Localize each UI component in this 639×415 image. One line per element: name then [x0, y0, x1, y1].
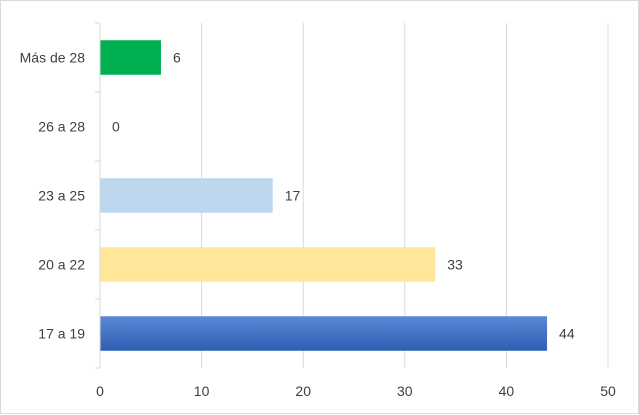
bar-17-a-19	[100, 316, 548, 351]
bar-23-a-25	[100, 178, 273, 213]
labels: 0 10 20 30 40 50 44 17 a 19 33 20 a 22 17 23 a 25 0 2…	[20, 50, 616, 400]
bar-20-a-22	[100, 247, 436, 282]
data-label-26-a-28: 0	[112, 119, 120, 135]
x-tick-label-30: 30	[397, 383, 413, 399]
data-label-20-a-22: 33	[447, 257, 463, 273]
category-label-26-a-28: 26 a 28	[38, 119, 85, 135]
bars	[100, 40, 548, 351]
gridlines	[201, 23, 609, 368]
x-tick-label-20: 20	[295, 383, 311, 399]
x-tick-label-10: 10	[194, 383, 210, 399]
category-label-más-de-28: Más de 28	[20, 50, 86, 66]
data-label-más-de-28: 6	[173, 50, 181, 66]
x-tick-label-50: 50	[600, 383, 616, 399]
data-label-23-a-25: 17	[285, 188, 301, 204]
category-label-23-a-25: 23 a 25	[38, 188, 85, 204]
bar-más-de-28	[100, 40, 161, 75]
axes	[95, 22, 101, 369]
category-label-17-a-19: 17 a 19	[38, 326, 85, 342]
category-label-20-a-22: 20 a 22	[38, 257, 85, 273]
data-label-17-a-19: 44	[559, 326, 575, 342]
x-tick-label-40: 40	[499, 383, 515, 399]
x-tick-label-0: 0	[96, 383, 104, 399]
